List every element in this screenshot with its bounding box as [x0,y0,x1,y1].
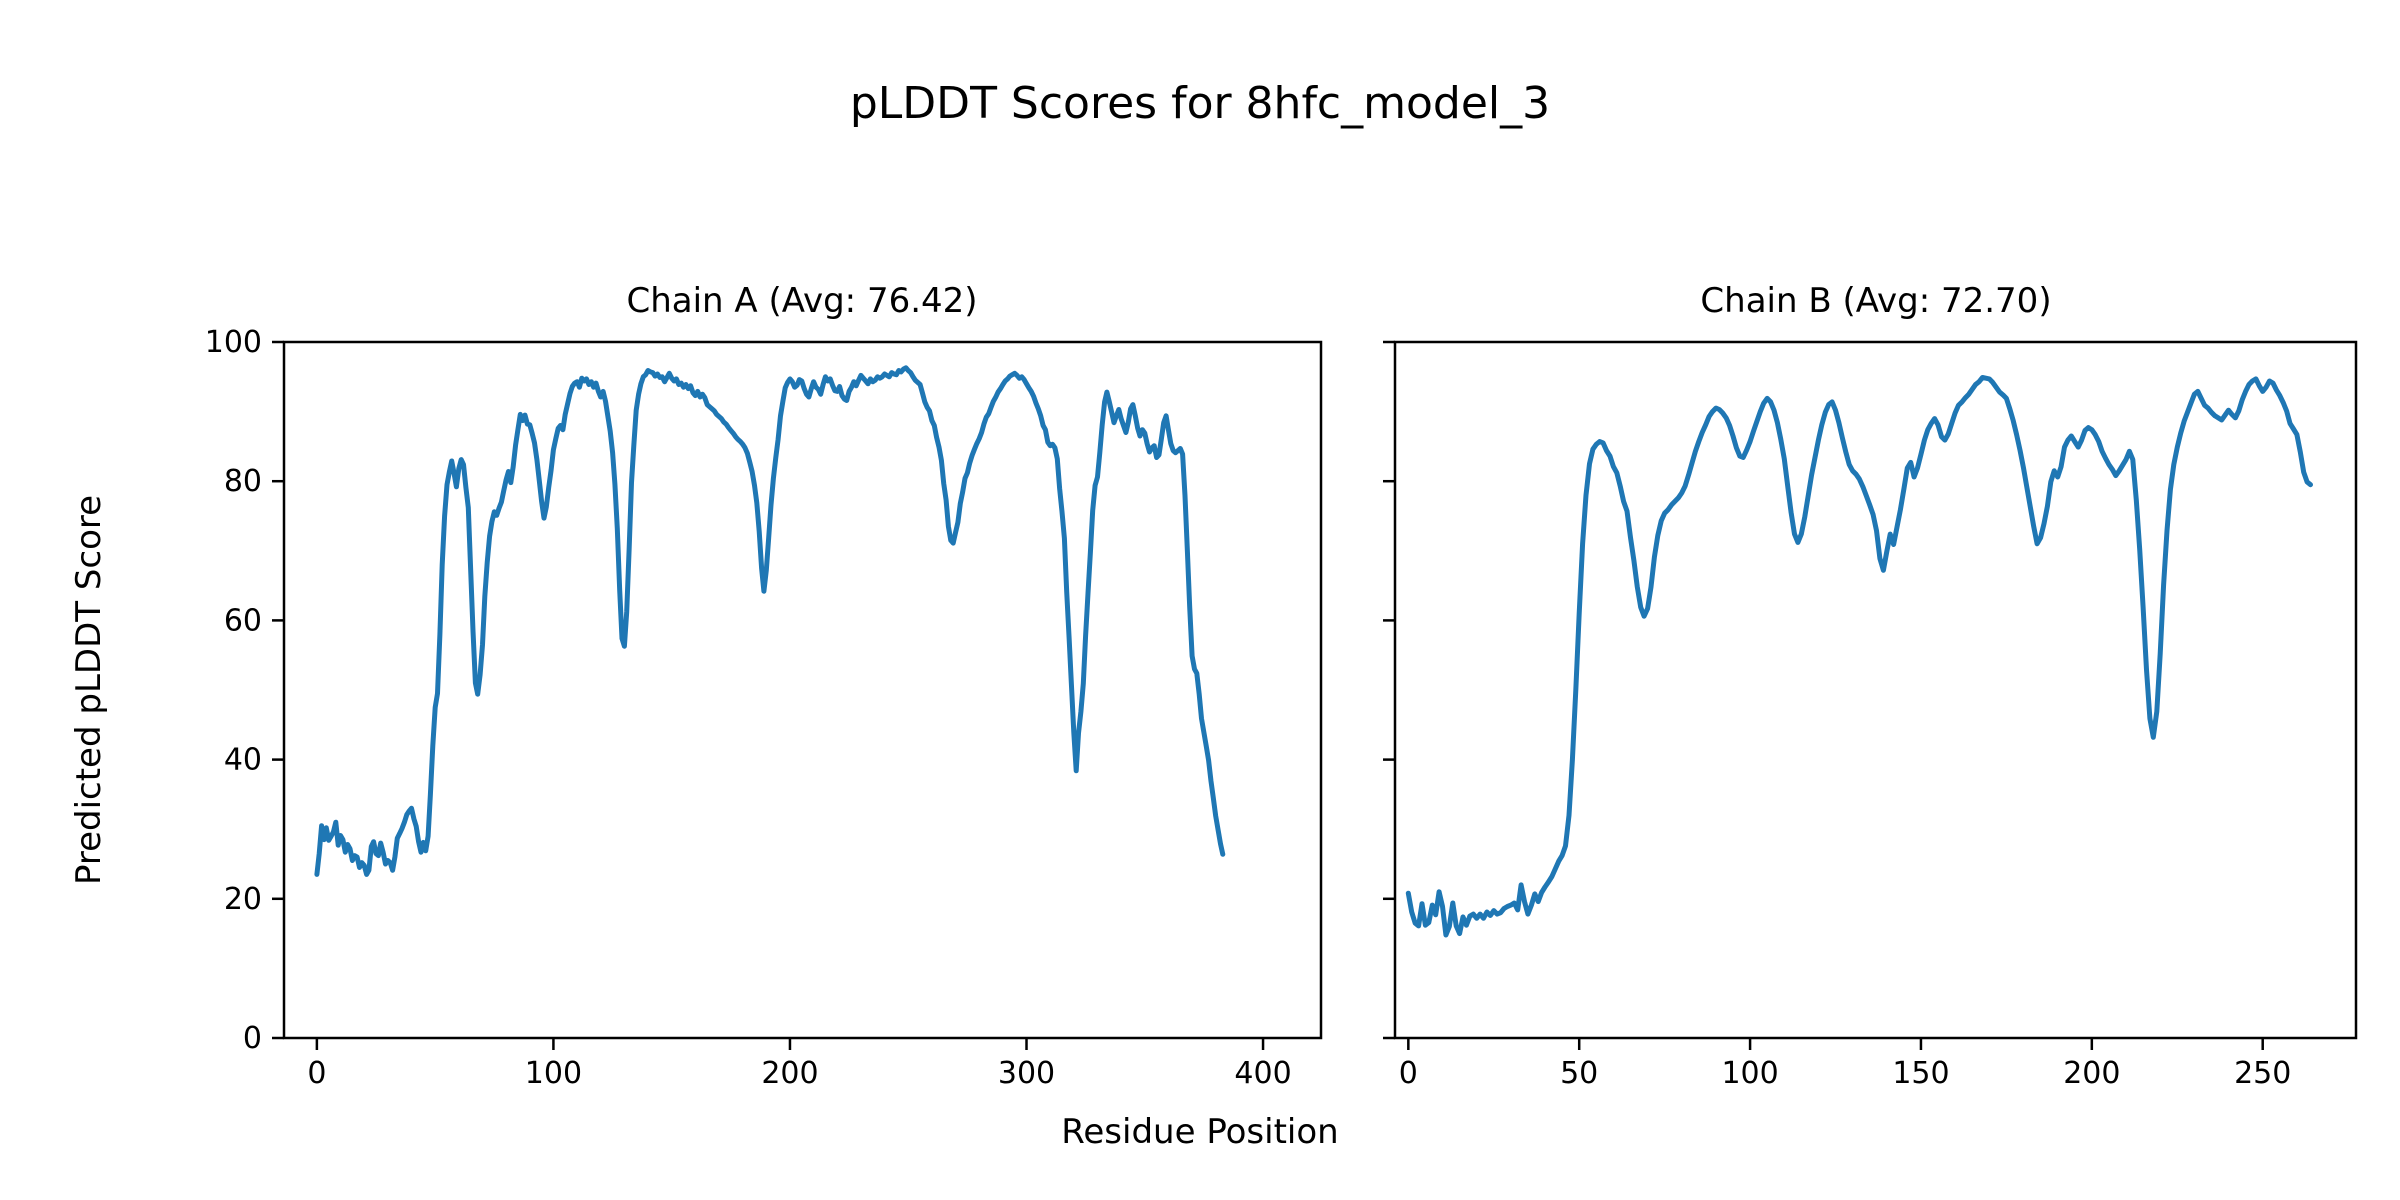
y-axis-label: Predicted pLDDT Score [69,495,109,885]
x-tick-label: 250 [2234,1056,2291,1091]
x-tick-label: 200 [2063,1056,2120,1091]
x-tick-label: 0 [307,1056,326,1091]
y-tick-label: 20 [224,882,262,917]
y-tick-label: 100 [205,325,262,360]
y-tick-label: 60 [224,603,262,638]
figure-suptitle: pLDDT Scores for 8hfc_model_3 [850,78,1550,129]
chain-a-axes: 0 100 200 300 400 0 20 40 60 80 100 [205,325,1323,1091]
axes-spines [1393,340,2358,1040]
chain-b-subplot-title: Chain B (Avg: 72.70) [1700,281,2051,321]
x-tick-label: 0 [1399,1056,1418,1091]
y-tick-label: 80 [224,464,262,499]
x-tick-label: 150 [1892,1056,1949,1091]
plddt-line-chain-a [314,365,1226,877]
x-tick-label: 400 [1234,1056,1291,1091]
x-tick-label: 100 [1721,1056,1778,1091]
x-tick-label: 100 [525,1056,582,1091]
x-tick-label: 300 [998,1056,1055,1091]
y-tick-label: 40 [224,743,262,778]
axes-spines [282,340,1323,1040]
plddt-line-chain-b [1405,375,2313,938]
x-tick-label: 50 [1560,1056,1598,1091]
chain-a-subplot-title: Chain A (Avg: 76.42) [626,281,977,321]
chain-b-axes: 0 50 100 150 200 250 [1383,340,2358,1091]
y-tick-label: 0 [243,1021,262,1056]
x-axis-label: Residue Position [1061,1112,1338,1152]
x-tick-label: 200 [761,1056,818,1091]
